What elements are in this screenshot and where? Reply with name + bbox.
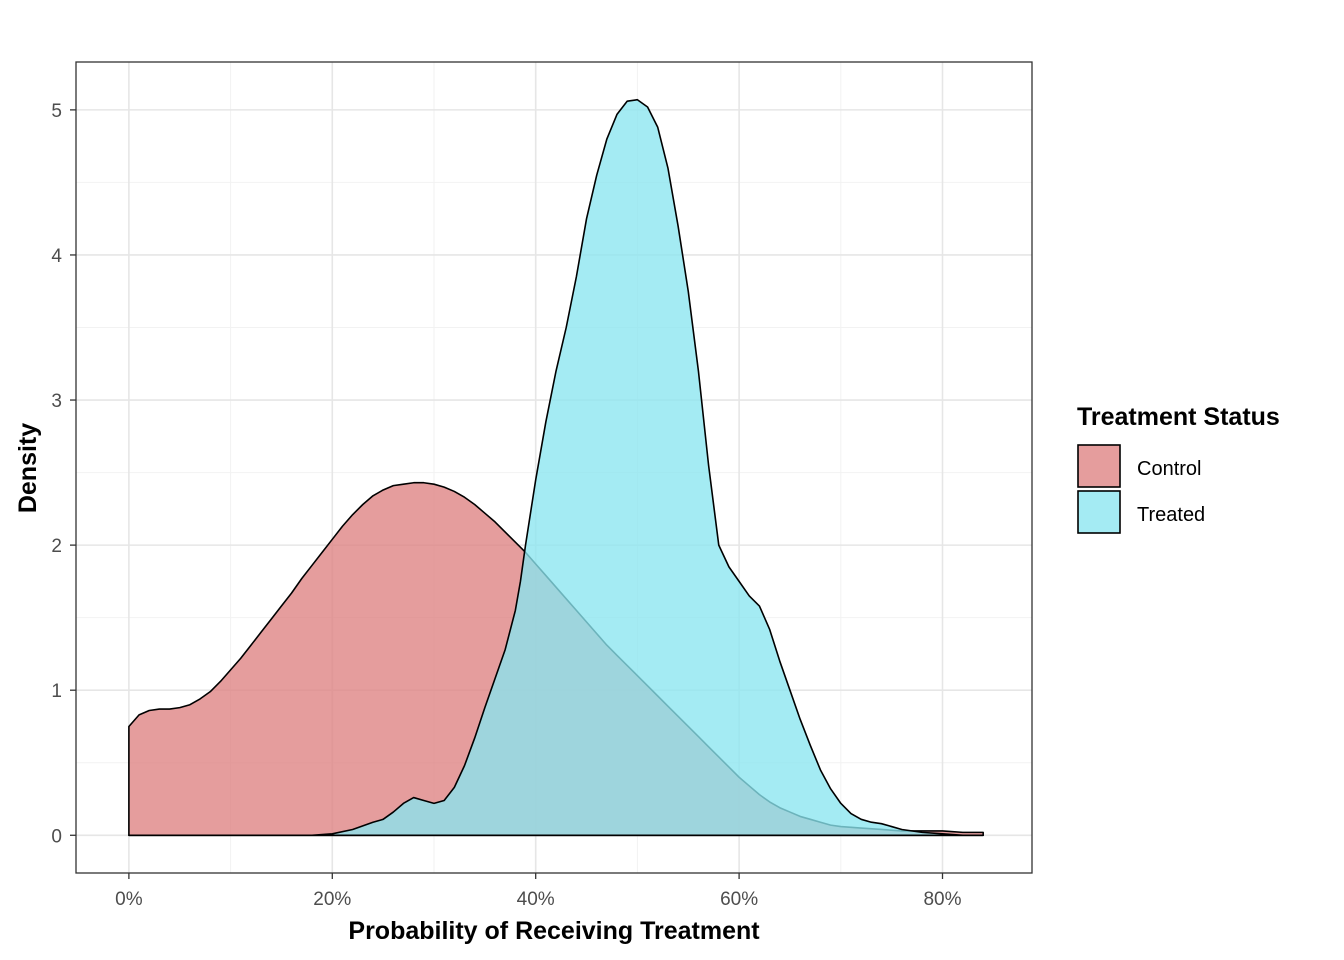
y-axis-title: Density xyxy=(14,423,42,513)
x-axis: 0% 20% 40% 60% 80% xyxy=(115,873,962,910)
density-areas xyxy=(128,98,984,837)
legend-label: Treated xyxy=(1137,504,1205,526)
y-tick-label: 3 xyxy=(51,391,62,412)
y-tick-label: 0 xyxy=(51,826,62,847)
legend-swatch xyxy=(1077,490,1121,534)
legend-title: Treatment Status xyxy=(1077,403,1280,431)
x-tick-label: 60% xyxy=(720,889,758,910)
x-axis-title: Probability of Receiving Treatment xyxy=(348,917,760,945)
legend-item-control: Control xyxy=(1077,444,1201,488)
legend-swatch xyxy=(1077,444,1121,488)
legend-items: Control Treated xyxy=(1077,444,1205,534)
x-tick-label: 20% xyxy=(313,889,351,910)
x-tick-label: 40% xyxy=(517,889,555,910)
legend-label: Control xyxy=(1137,458,1201,480)
y-axis: 0 1 2 3 4 5 xyxy=(51,101,76,847)
y-tick-label: 4 xyxy=(51,246,62,267)
panel-border xyxy=(75,61,1033,874)
y-tick-label: 5 xyxy=(51,101,62,122)
density-area-treated xyxy=(128,98,984,837)
legend-item-treated: Treated xyxy=(1077,490,1205,534)
x-tick-label: 80% xyxy=(923,889,961,910)
x-tick-label: 0% xyxy=(115,889,143,910)
legend: Treatment Status Control Treated xyxy=(1077,403,1280,534)
y-tick-label: 1 xyxy=(51,681,62,702)
y-tick-label: 2 xyxy=(51,536,62,557)
